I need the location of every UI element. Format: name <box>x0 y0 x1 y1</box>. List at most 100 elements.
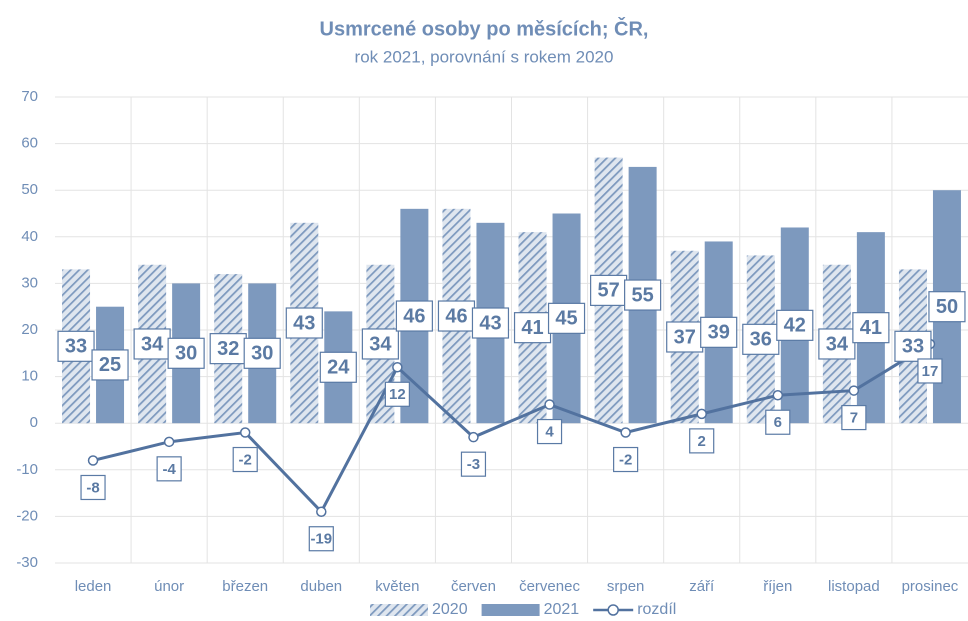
x-tick-label: říjen <box>763 578 792 595</box>
data-label: 36 <box>750 329 772 351</box>
data-label: 42 <box>784 315 806 337</box>
data-label-box <box>852 312 890 344</box>
data-label: 7 <box>850 410 858 427</box>
data-label-box <box>742 323 780 355</box>
legend: 2020 2021 rozdíl <box>370 601 676 618</box>
data-label-box <box>232 446 258 473</box>
line-point <box>468 431 479 443</box>
y-tick-label: 40 <box>21 228 38 245</box>
data-label: 25 <box>99 354 121 376</box>
x-tick-label: prosinec <box>902 578 959 595</box>
data-label: 12 <box>389 386 406 403</box>
data-label-box <box>80 474 106 501</box>
data-label: -3 <box>467 456 480 473</box>
data-label: 33 <box>902 336 924 358</box>
line-point <box>163 436 175 448</box>
legend-swatch <box>607 604 619 616</box>
x-tick-label: březen <box>222 578 268 595</box>
line-point <box>696 408 707 420</box>
x-tick-label: červen <box>451 578 496 595</box>
data-label-box <box>361 328 399 360</box>
data-label-box <box>167 337 205 369</box>
line-point <box>544 399 555 410</box>
x-tick-label: září <box>689 578 715 595</box>
y-tick-label: 0 <box>30 414 38 431</box>
data-label-box <box>437 300 476 332</box>
data-label: -2 <box>239 451 252 468</box>
line-point <box>772 389 784 401</box>
data-label-box <box>624 279 662 311</box>
data-label: 55 <box>632 284 654 306</box>
data-label-box <box>547 302 586 334</box>
line-point <box>87 455 99 466</box>
data-label-box <box>308 526 334 552</box>
x-tick-label: srpen <box>607 578 645 595</box>
line-point <box>392 362 403 373</box>
legend-label: rozdíl <box>637 601 676 618</box>
data-label-box <box>395 300 433 332</box>
data-label-box <box>613 446 639 473</box>
line <box>92 342 931 515</box>
y-tick-label: 30 <box>21 274 38 291</box>
x-tick-label: listopad <box>828 578 880 595</box>
data-label-box <box>700 316 738 348</box>
data-label-box <box>460 451 487 477</box>
y-tick-label: 10 <box>21 368 38 385</box>
data-label-box <box>776 309 814 341</box>
y-tick-label: 60 <box>21 135 38 152</box>
x-tick-label: únor <box>154 578 184 595</box>
data-label: 2 <box>698 433 706 450</box>
data-label: 34 <box>141 333 164 355</box>
data-label-box <box>536 418 563 445</box>
data-label: 32 <box>217 338 239 360</box>
data-label-box <box>818 328 856 360</box>
data-label-box <box>513 312 552 344</box>
data-label: 17 <box>922 363 939 380</box>
line-point <box>620 427 631 438</box>
line-point <box>848 385 860 396</box>
data-label: 39 <box>708 322 730 344</box>
x-tick-label: červenec <box>519 578 580 595</box>
x-tick-label: květen <box>375 578 419 595</box>
data-label-box <box>917 358 943 384</box>
data-label-box <box>765 409 791 435</box>
line-point <box>316 506 327 517</box>
data-label: 45 <box>555 308 577 330</box>
data-label: 30 <box>175 343 197 365</box>
data-label: -4 <box>162 461 176 478</box>
data-label-box <box>209 333 247 365</box>
data-label-box <box>57 330 95 362</box>
data-label: 30 <box>251 343 273 365</box>
x-tick-label: leden <box>75 578 112 595</box>
legend-swatch <box>370 604 428 616</box>
data-label-box <box>841 404 867 431</box>
line-point <box>239 427 251 438</box>
data-label: 50 <box>936 296 958 318</box>
data-label-box <box>156 456 182 482</box>
data-label-box <box>243 337 281 369</box>
data-label: 24 <box>327 357 350 379</box>
data-label-box <box>894 330 932 362</box>
legend-label: 2021 <box>544 601 580 618</box>
data-label: -19 <box>310 531 332 548</box>
y-tick-label: -30 <box>16 554 38 571</box>
data-label-box <box>471 307 510 339</box>
y-tick-label: 70 <box>21 88 38 105</box>
y-tick-label: -10 <box>16 461 38 478</box>
data-label-box <box>666 321 704 353</box>
data-label: 34 <box>826 333 849 355</box>
data-label-box <box>384 381 410 407</box>
chart-subtitle: rok 2021, porovnání s rokem 2020 <box>355 47 614 66</box>
data-label-box <box>689 428 715 454</box>
data-label: 41 <box>521 317 543 339</box>
data-label: 37 <box>674 326 696 348</box>
y-tick-label: 20 <box>21 321 38 338</box>
data-label: -8 <box>86 479 99 496</box>
lines <box>87 338 936 517</box>
data-label: 41 <box>860 317 882 339</box>
data-label: 46 <box>403 305 425 327</box>
data-label-box <box>91 349 129 381</box>
x-tick-label: duben <box>300 578 342 595</box>
